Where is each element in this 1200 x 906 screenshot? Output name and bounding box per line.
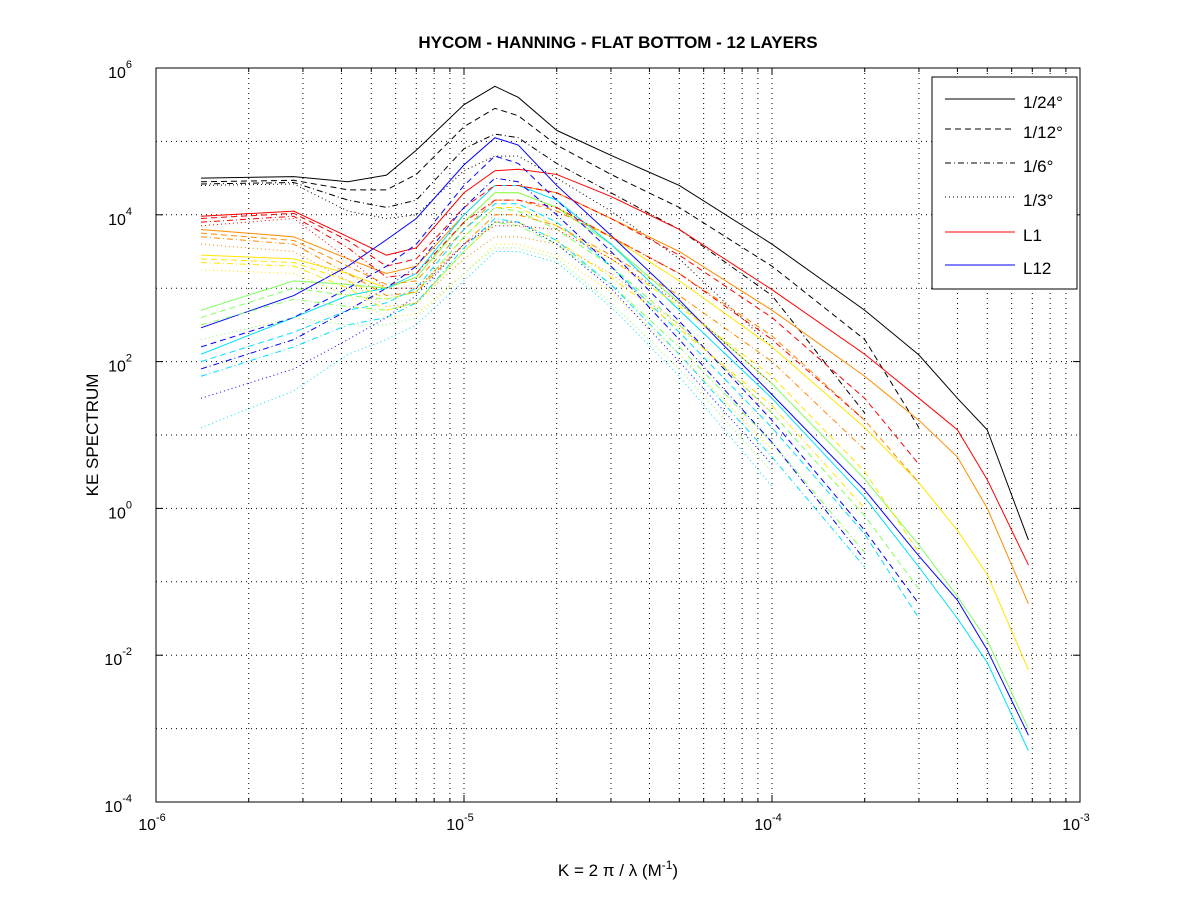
x-axis-label-exp: -1: [662, 858, 673, 872]
x-tick-label: 10-4: [754, 812, 782, 834]
series-line-1-3-l5: [200, 243, 773, 451]
y-axis-label: KE SPECTRUM: [83, 374, 102, 497]
x-tick-base: 10: [1062, 817, 1080, 834]
series-line-1-6-l3: [200, 214, 866, 451]
series-line-1-12-l9: [200, 203, 920, 619]
x-tick-exponent: -5: [464, 812, 474, 824]
series-line-1-12-l12: [200, 155, 920, 605]
series-line-1-6-l9: [200, 217, 866, 568]
y-tick-base: 10: [108, 359, 126, 376]
y-tick-exponent: -2: [122, 646, 132, 658]
legend-entry-label: L12: [1023, 259, 1051, 278]
x-tick-label: 10-5: [446, 812, 474, 834]
y-tick-label: 10-2: [104, 646, 132, 669]
y-tick-exponent: 0: [126, 499, 132, 511]
x-tick-labels: 10-6 10-5 10-4 10-3: [138, 812, 1090, 834]
y-tick-base: 10: [108, 505, 126, 522]
x-axis-label: K = 2 π / λ (M-1): [558, 858, 678, 880]
legend-box: [931, 76, 1078, 290]
series-line-1-3-l1: [200, 217, 773, 384]
y-tick-base: 10: [108, 212, 126, 229]
series-group: [200, 85, 1029, 751]
series-line-1-24-l1: [200, 168, 1029, 566]
y-tick-base: 10: [104, 799, 122, 816]
y-tick-exponent: 4: [126, 206, 132, 218]
y-tick-base: 10: [104, 652, 122, 669]
x-tick-exponent: -6: [156, 812, 166, 824]
ticks: [156, 67, 1080, 803]
series-line-1-24-l5: [200, 192, 1029, 671]
series-line-1-6-l12: [200, 177, 866, 561]
series-line-1-6-l1: [200, 199, 866, 421]
y-tick-label: 100: [108, 499, 132, 522]
y-tick-label: 104: [108, 206, 132, 229]
series-line-1-24-l9: [200, 184, 1029, 751]
series-line-1-3-l9: [200, 251, 773, 487]
y-tick-exponent: -4: [122, 793, 132, 805]
series-line-1-6-l7: [200, 221, 866, 553]
chart-title: HYCOM - HANNING - FLAT BOTTOM - 12 LAYER…: [418, 33, 817, 52]
y-tick-label: 102: [108, 353, 132, 376]
legend-entry-label: 1/24°: [1023, 93, 1063, 112]
legend: 1/24° 1/12° 1/6° 1/3° L1 L12: [931, 76, 1078, 290]
x-tick-label: 10-6: [138, 812, 166, 834]
series-line-1-24-total: [200, 85, 1029, 541]
y-tick-label: 106: [108, 59, 132, 82]
series-line-1-12-l7: [200, 206, 920, 590]
series-line-1-3-total: [200, 155, 773, 348]
x-tick-base: 10: [446, 817, 464, 834]
y-tick-exponent: 2: [126, 353, 132, 365]
legend-entry-label: 1/12°: [1023, 123, 1063, 142]
series-line-1-3-l7: [200, 247, 773, 473]
x-tick-exponent: -3: [1080, 812, 1090, 824]
grid-lines: [156, 68, 1080, 802]
x-tick-base: 10: [138, 817, 156, 834]
series-line-1-12-l1: [200, 184, 920, 465]
y-tick-exponent: 6: [126, 59, 132, 71]
series-line-1-12-total: [200, 107, 920, 428]
x-tick-exponent: -4: [772, 812, 782, 824]
series-line-1-6-total: [200, 133, 866, 414]
y-tick-base: 10: [108, 65, 126, 82]
x-tick-label: 10-3: [1062, 812, 1090, 834]
series-line-1-24-l12: [200, 137, 1029, 736]
series-line-1-3-l12: [200, 221, 773, 465]
legend-entry-label: 1/6°: [1023, 157, 1053, 176]
legend-entry-label: 1/3°: [1023, 191, 1053, 210]
series-line-1-3-l3: [200, 236, 773, 414]
series-line-1-12-l5: [200, 206, 920, 553]
y-tick-label: 10-4: [104, 793, 132, 816]
x-axis-label-close: ): [672, 861, 678, 880]
axes-frame: [155, 67, 1081, 803]
x-axis-label-text: K = 2 π / λ (M: [558, 861, 662, 880]
x-tick-base: 10: [754, 817, 772, 834]
legend-entry-label: L1: [1023, 226, 1042, 245]
